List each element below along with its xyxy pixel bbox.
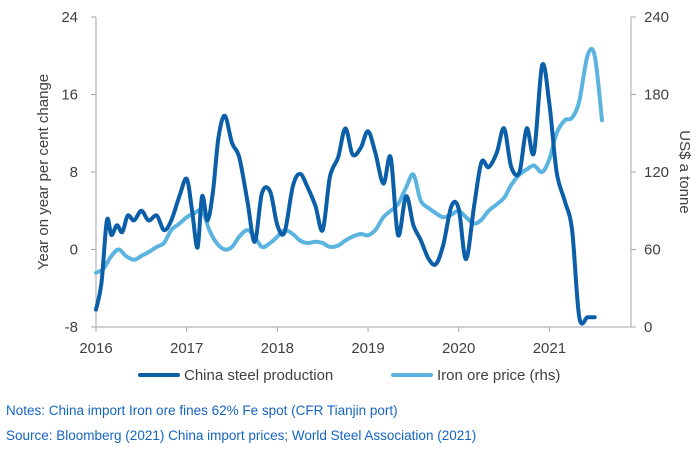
series-line-china-steel-production bbox=[94, 62, 597, 326]
chart-axes bbox=[95, 17, 632, 328]
left-tick-label: 8 bbox=[70, 164, 78, 181]
right-axis-ticks: 0 60 120 180 240 bbox=[631, 9, 669, 336]
series-line-iron-ore-price bbox=[94, 46, 604, 275]
left-tick-label: 0 bbox=[70, 242, 78, 259]
chart-source: Source: Bloomberg (2021) China import pr… bbox=[6, 428, 477, 443]
x-axis-ticks: 2016 2017 2018 2019 2020 2021 bbox=[79, 327, 566, 357]
left-axis-title: Year on year per cent change bbox=[35, 74, 52, 270]
x-tick-label: 2019 bbox=[351, 340, 384, 357]
legend-label-steel: China steel production bbox=[184, 367, 333, 384]
left-tick-label: 24 bbox=[61, 9, 78, 26]
right-tick-label: 60 bbox=[644, 242, 661, 259]
x-tick-label: 2018 bbox=[261, 340, 294, 357]
right-axis-title: US$ a tonne bbox=[676, 130, 693, 213]
right-tick-label: 240 bbox=[644, 9, 669, 26]
right-tick-label: 180 bbox=[644, 87, 669, 104]
legend: China steel production Iron ore price (r… bbox=[138, 367, 560, 384]
left-axis-ticks: -8 0 8 16 24 bbox=[61, 9, 96, 336]
left-tick-label: 16 bbox=[61, 87, 78, 104]
left-tick-label: -8 bbox=[65, 319, 78, 336]
legend-label-ore: Iron ore price (rhs) bbox=[437, 367, 560, 384]
x-tick-label: 2021 bbox=[533, 340, 566, 357]
chart-notes: Notes: China import Iron ore fines 62% F… bbox=[6, 403, 398, 418]
right-tick-label: 0 bbox=[644, 319, 652, 336]
x-tick-label: 2017 bbox=[170, 340, 203, 357]
x-tick-label: 2020 bbox=[442, 340, 475, 357]
x-tick-label: 2016 bbox=[79, 340, 112, 357]
right-tick-label: 120 bbox=[644, 164, 669, 181]
series-lines bbox=[94, 46, 604, 326]
